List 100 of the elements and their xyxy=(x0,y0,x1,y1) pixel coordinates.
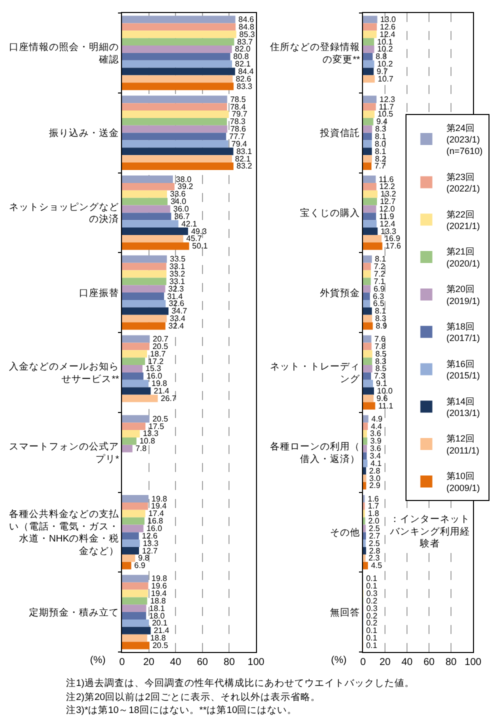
bar xyxy=(363,292,370,300)
legend-label: 第24回(2023/1)(n=7610) xyxy=(446,122,483,156)
data-label: 3.6 xyxy=(370,444,382,454)
data-label: 7.8 xyxy=(374,342,386,351)
bar xyxy=(122,562,132,570)
bar xyxy=(363,234,382,242)
data-label: 6.9 xyxy=(134,561,146,570)
bar xyxy=(363,422,368,430)
bar xyxy=(363,182,376,190)
data-label: 0.2 xyxy=(366,596,378,606)
data-label: 3.6 xyxy=(370,429,382,438)
data-label: 21.4 xyxy=(154,626,170,636)
bar xyxy=(122,642,150,650)
bar xyxy=(363,23,377,31)
data-label: 7.8 xyxy=(135,444,148,454)
bar xyxy=(122,430,140,438)
data-label: 8.5 xyxy=(375,349,388,358)
data-label: 3.0 xyxy=(369,474,381,483)
bar xyxy=(122,597,148,605)
bar xyxy=(363,307,372,315)
bar xyxy=(363,394,374,402)
x-axis-title: (%) xyxy=(90,655,106,666)
bar xyxy=(122,502,148,510)
y-tick-label: 口座振替 xyxy=(79,286,120,299)
bar xyxy=(363,125,372,133)
data-label: 2.5 xyxy=(368,538,380,548)
bar xyxy=(363,212,376,220)
data-label: 2.8 xyxy=(369,546,381,556)
bar xyxy=(122,547,140,554)
data-label: 0.2 xyxy=(366,611,378,620)
data-label: 4.5 xyxy=(370,561,383,570)
bar xyxy=(122,372,144,380)
data-label: 0.3 xyxy=(366,588,378,598)
data-label: 13.3 xyxy=(380,226,397,236)
data-label: 11.1 xyxy=(378,401,394,410)
bar xyxy=(122,394,158,402)
data-label: 6.9 xyxy=(374,284,386,294)
y-tick-label: 口座情報の照会・明細の確認 xyxy=(9,41,120,66)
legend-label: 第21回(2020/1) xyxy=(446,246,480,268)
bar xyxy=(363,52,373,60)
bar xyxy=(363,437,368,445)
data-label: 20.5 xyxy=(152,640,169,650)
legend-label: 第18回(2017/1) xyxy=(446,322,480,344)
text: 注2)第20回以前は2回ごとに表示、それ以外は表示省略。 xyxy=(66,692,320,702)
bar xyxy=(122,292,164,300)
x-tick-label: 60 xyxy=(423,657,435,668)
data-label: 8.3 xyxy=(375,356,387,366)
y-tick-label: 無回答 xyxy=(330,606,360,618)
bar xyxy=(122,554,136,562)
data-label: 9.7 xyxy=(376,67,388,76)
data-label: 18.1 xyxy=(149,604,166,613)
bar xyxy=(363,562,368,570)
bar xyxy=(122,387,151,395)
bar xyxy=(363,155,372,163)
bar xyxy=(363,278,371,286)
data-label: 18.0 xyxy=(149,611,166,620)
y-tick-label: 住所などの登録情報の変更** xyxy=(270,41,360,66)
data-label: 16.9 xyxy=(384,234,401,244)
legend-label: 第20回(2019/1) xyxy=(446,284,480,306)
data-label: 7.1 xyxy=(374,276,386,286)
bar xyxy=(122,574,149,582)
bar xyxy=(363,242,382,250)
bar xyxy=(122,365,142,372)
bar xyxy=(122,437,136,445)
data-label: 12.3 xyxy=(380,94,396,104)
data-label: 18.8 xyxy=(150,634,166,643)
data-label: 2.5 xyxy=(368,524,380,533)
x-tick-label: 100 xyxy=(248,657,265,668)
bar xyxy=(122,604,146,612)
data-label: 8.5 xyxy=(375,364,388,374)
data-label: 9.4 xyxy=(376,117,388,126)
bar xyxy=(122,335,150,343)
bar xyxy=(363,16,378,24)
data-label: 4.4 xyxy=(370,422,383,431)
bar xyxy=(363,176,376,183)
bar xyxy=(363,322,373,330)
data-label: 12.2 xyxy=(379,182,396,192)
legend-label: 第10回(2009/1) xyxy=(446,471,480,493)
bar xyxy=(363,162,372,170)
bar xyxy=(363,547,366,554)
y-tick-label: 入金などのメールお知らせサービス** xyxy=(9,360,120,385)
bar xyxy=(122,358,146,366)
x-tick-label: 60 xyxy=(196,657,208,668)
bar xyxy=(363,532,366,540)
y-tick-label: 各種ローンの利用（借入・返済） xyxy=(270,440,360,465)
data-label: 8.8 xyxy=(376,52,388,62)
y-tick-label: 宝くじの購入 xyxy=(300,207,360,220)
data-label: 0.2 xyxy=(366,618,378,628)
bar xyxy=(122,634,148,642)
y-tick-label: 各種公共料金などの支払い（電話・電気・ガス・水道・NHKの料金・税金など） xyxy=(9,508,120,558)
data-label: 8.0 xyxy=(374,139,386,148)
data-label: 7.3 xyxy=(374,372,386,381)
bar xyxy=(363,220,377,228)
text: 注3)*は第10～18回にはない。**は第10回にはない。 xyxy=(66,705,298,716)
bar xyxy=(363,140,372,148)
x-tick-label: 40 xyxy=(401,657,413,668)
data-label: 1.8 xyxy=(368,509,380,518)
bar xyxy=(122,582,148,590)
data-label: 4.9 xyxy=(371,414,384,424)
data-label: 3.9 xyxy=(370,436,382,446)
